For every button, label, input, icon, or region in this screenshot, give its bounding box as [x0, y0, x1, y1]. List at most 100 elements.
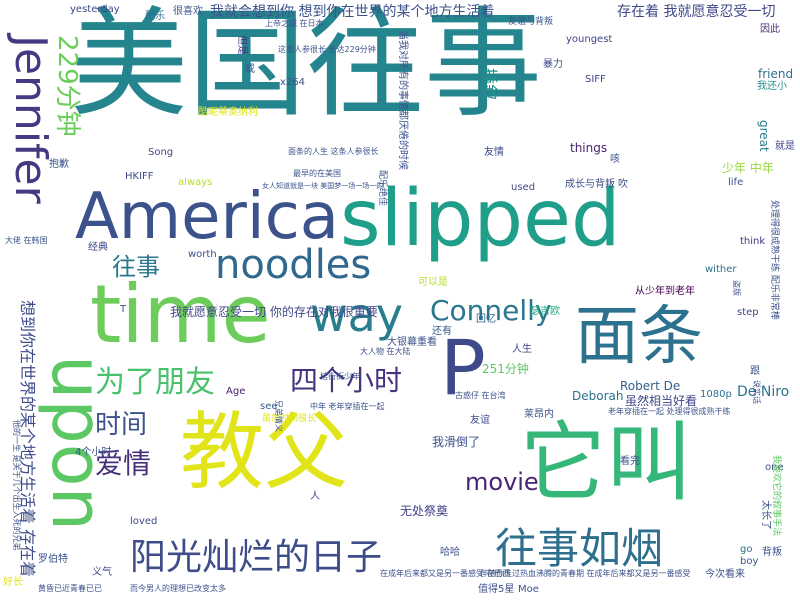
word: movie [465, 468, 539, 496]
word: 爱情 [95, 447, 152, 480]
word: SIFF [585, 74, 606, 85]
word: 少年 中年 [722, 161, 774, 175]
word: 桔街街少年 [320, 372, 360, 381]
word: slipped [340, 174, 621, 264]
word: one [765, 462, 784, 473]
word: Connelly [430, 294, 552, 327]
word: 暴力 [543, 59, 563, 70]
word: way [310, 288, 404, 342]
word: 存在着 我就愿意忍受一切 [617, 4, 776, 20]
word: 我滑倒了 [432, 435, 481, 449]
word: 还有 [432, 326, 452, 337]
word: 为了朋友 [95, 365, 215, 400]
word: 面条的人生 这条人参很长 [288, 147, 379, 156]
word: 就是 [775, 141, 795, 152]
word: 最早的在美国 [293, 169, 341, 178]
word: 美国往事 [70, 0, 543, 133]
word: De Niro [737, 384, 790, 400]
word: think [740, 236, 766, 247]
word: 因此 [760, 24, 780, 35]
word: Deborah [572, 389, 624, 403]
word: youngest [566, 34, 613, 45]
word: 老年穿插在一起 处理得很成熟干练 [608, 407, 731, 416]
word: 我要欢它的叙事手法 [771, 455, 781, 537]
word: 友谊 [470, 415, 490, 426]
word: 但是 [236, 35, 247, 55]
word: 义气 [92, 567, 112, 578]
word: 想到你在世界的某个地方生活着 存在着 [18, 300, 37, 578]
word: 看完 [620, 456, 640, 467]
word: worth [188, 249, 217, 260]
word: 吹 [618, 179, 628, 190]
word: T [120, 304, 127, 315]
word: Jennifer [5, 35, 56, 204]
word: 友情 [484, 147, 504, 158]
word: 兄弟情义 [274, 400, 283, 432]
word: 跟 [750, 366, 760, 377]
word: 瑟吉欧 [530, 306, 560, 317]
word: 人生 [512, 344, 532, 355]
word: 配乐绝佳 [377, 170, 387, 207]
word: 插叙 [480, 68, 499, 101]
word: 大佬 在韩国 [5, 236, 48, 245]
word: Robert De [620, 379, 681, 393]
word: 哈哈 [440, 547, 460, 558]
word: wither [705, 264, 737, 275]
word: 友谊与背叛 [508, 17, 554, 27]
word: 可以是 [418, 277, 448, 288]
word: 他的一生 是关于几个出生入死的兄弟 [12, 420, 21, 551]
word: always [178, 177, 213, 188]
word: 值得5星 [478, 584, 515, 595]
word: 它叫 [520, 413, 692, 513]
word: life [728, 177, 744, 188]
word: used [511, 182, 536, 193]
word: great [757, 120, 771, 152]
word: 阳光灿烂的日子 [130, 537, 383, 578]
word: 太长了 [760, 500, 771, 530]
word: 时间 [95, 410, 148, 440]
word: 往事 [112, 253, 160, 281]
word: step [737, 307, 759, 318]
word: go [740, 544, 753, 555]
word: 229分钟 [52, 35, 82, 137]
word: 虽然相当好看 [625, 394, 698, 408]
word: 面条 [575, 300, 703, 374]
word: 大银幕重看 [387, 337, 437, 348]
word: 1080p [700, 389, 732, 400]
word: Age [226, 386, 246, 397]
word: see [260, 401, 278, 412]
word: 抱歉 [49, 159, 69, 170]
word: P [440, 323, 486, 412]
word: 好长 [3, 577, 23, 588]
word: boy [740, 556, 759, 567]
word: 咳 [610, 154, 620, 165]
word: 黄昏已近青春已已 [38, 584, 102, 593]
word: 教父 [180, 403, 349, 501]
word: 四个小时 [290, 364, 403, 397]
word: 这条人参很长 长达229分钟 [278, 45, 376, 54]
word: 往事如烟 [495, 524, 664, 573]
word: 我还小 [757, 81, 787, 92]
word: 背叛 [762, 547, 782, 558]
word: 当我对所有的事情都厌倦的时候 [397, 30, 408, 170]
word: 大人物 在大陆 [360, 347, 411, 356]
word: 配乐 [145, 11, 165, 22]
word: 罗伯特 [38, 554, 68, 565]
word: 虽然时间很长 [262, 414, 317, 424]
word: 而今男人的理想已改变太多 [130, 584, 226, 593]
word: 古惑仔 在台湾 [455, 391, 506, 400]
word: 我就愿意忍受一切 你的存在对我很重要 [170, 305, 378, 319]
word: x264 [280, 77, 306, 88]
word: 女人知道就是一块 美国梦一场一场一的 [262, 182, 384, 190]
word: loved [130, 516, 158, 527]
word: 无处祭奠 [400, 504, 449, 518]
word: 251分钟 [482, 362, 529, 376]
word: 4个小时 [75, 447, 112, 458]
word: 盗版 [732, 280, 741, 296]
word: 很喜欢 [173, 6, 203, 17]
word: 从少年到老年 [635, 286, 695, 297]
word: 莱昂内 [524, 409, 554, 420]
word: yesterday [70, 4, 120, 15]
word: 今次看来 [705, 569, 745, 580]
